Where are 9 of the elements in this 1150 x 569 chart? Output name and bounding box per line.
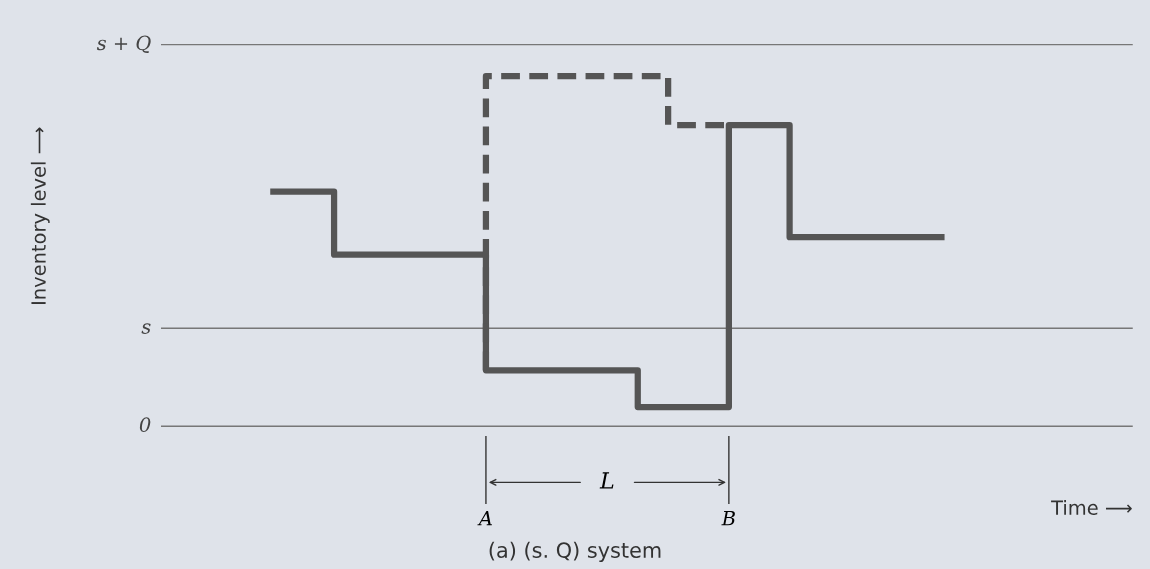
text: (a) (s. Q) system — [489, 541, 661, 563]
x-tick-label: A — [477, 511, 492, 526]
ref-line-label: s — [141, 323, 151, 334]
ref-line-label: 0 — [139, 417, 151, 432]
ref-line-label: s + Q — [96, 35, 151, 54]
text: L — [599, 472, 614, 489]
x-axis-title: Time ⟶ — [1051, 499, 1132, 516]
x-tick-label: B — [721, 511, 735, 526]
text: Inventory level ⟶ — [30, 127, 50, 304]
